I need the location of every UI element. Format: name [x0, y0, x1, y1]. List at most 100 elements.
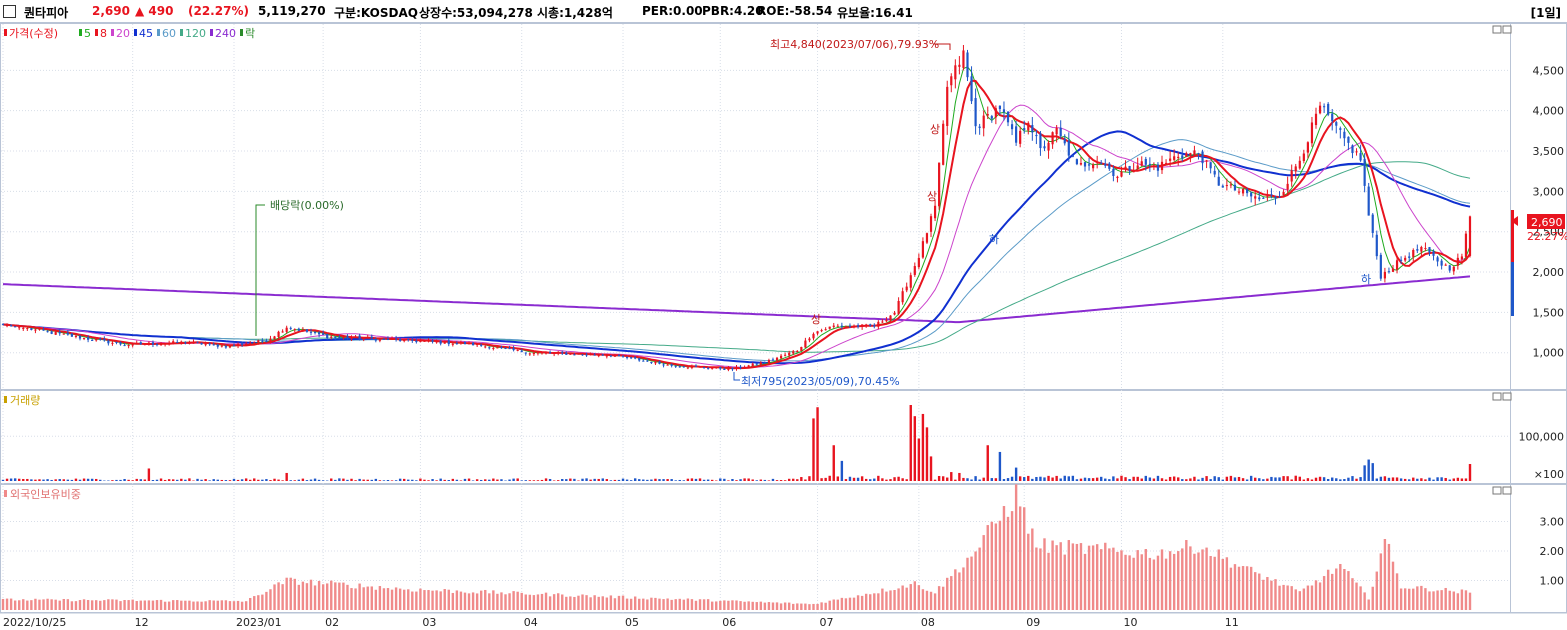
foreign-bar	[994, 523, 998, 610]
volume-bar	[46, 479, 49, 481]
candle-body	[848, 325, 852, 327]
market-cap: 시총:1,428억	[537, 6, 613, 20]
candle-body	[415, 340, 418, 343]
candle-body	[1420, 246, 1423, 252]
stock-name[interactable]: 퀀타피아	[24, 6, 69, 20]
candle-body	[411, 339, 414, 341]
volume-bar	[1083, 477, 1087, 481]
foreign-bar	[743, 601, 746, 610]
candle-body	[893, 312, 896, 315]
candle-body	[1201, 151, 1204, 164]
foreign-bar	[1266, 577, 1269, 610]
candle-body	[245, 343, 248, 346]
volume-bar	[848, 476, 852, 481]
candle-body	[261, 340, 264, 342]
period-selector[interactable]: [1일]	[1530, 6, 1561, 20]
volume-bar	[228, 480, 232, 481]
volume-bar	[398, 478, 402, 481]
candle-body	[480, 344, 483, 346]
foreign-bar	[5, 598, 9, 610]
foreign-bar	[873, 593, 876, 610]
candle-body	[1197, 153, 1200, 155]
candle-body	[313, 331, 317, 333]
high-annotation: 최고4,840(2023/07/06),79.93%	[770, 38, 939, 51]
foreign-bar	[832, 599, 835, 610]
foreign-bar	[897, 588, 900, 610]
candle-body	[1071, 155, 1074, 157]
select-checkbox[interactable]	[3, 5, 16, 18]
date-tick-label: 08	[921, 616, 935, 629]
candle-body	[1075, 159, 1079, 165]
foreign-bar	[605, 597, 609, 610]
price-change-pct: (22.27%)	[188, 4, 249, 18]
volume-bar	[658, 479, 661, 481]
candle-body	[66, 332, 69, 335]
volume-bar	[1464, 478, 1468, 481]
foreign-bar	[678, 598, 681, 610]
foreign-bar	[277, 582, 280, 610]
legend-label: 가격(수정)	[9, 27, 58, 40]
candle-body	[1440, 260, 1443, 266]
candle-body	[901, 291, 904, 303]
volume-bar	[1055, 475, 1058, 481]
volume-bar	[950, 472, 953, 481]
volume-bar	[743, 478, 746, 481]
foreign-bar	[82, 599, 86, 610]
foreign-bar	[1355, 582, 1358, 610]
reserve-ratio: 유보율:16.41	[837, 6, 913, 20]
volume-bar	[970, 479, 973, 481]
volume-bar	[520, 480, 523, 481]
candle-body	[1347, 136, 1350, 143]
foreign-bar	[1408, 588, 1411, 610]
foreign-bar	[804, 603, 807, 610]
volume-bar	[901, 478, 904, 481]
price-panel-buttons[interactable]	[1492, 25, 1512, 34]
candle-body	[504, 347, 507, 349]
candle-body	[1432, 251, 1435, 256]
volume-bar	[844, 479, 848, 481]
volume-panel-buttons[interactable]	[1492, 392, 1512, 401]
candle-body	[74, 335, 78, 337]
foreign-bar	[172, 600, 175, 610]
candle-body	[277, 331, 280, 337]
volume-bar	[885, 479, 888, 481]
candle-body	[946, 86, 949, 126]
foreign-bar	[301, 581, 305, 610]
candle-body	[26, 328, 29, 330]
foreign-bar	[1205, 547, 1208, 610]
volume-bar	[1043, 477, 1046, 481]
volume-bar	[650, 479, 653, 481]
shares-listed: 상장수:53,094,278	[419, 6, 533, 20]
candle-body	[1205, 160, 1208, 162]
candle-body	[682, 366, 685, 368]
foreign-bar	[796, 603, 799, 610]
volume-bar	[394, 480, 398, 481]
foreign-bar	[471, 592, 475, 610]
foreign-panel-buttons[interactable]	[1492, 486, 1512, 495]
volume-bar	[423, 479, 426, 481]
candle-body	[1120, 171, 1123, 177]
candle-body	[1047, 142, 1050, 151]
foreign-bar	[362, 587, 365, 610]
candle-body	[698, 366, 702, 368]
volume-bar	[330, 478, 333, 481]
foreign-bar	[1177, 551, 1180, 610]
foreign-bar	[1468, 592, 1472, 610]
candle-body	[427, 340, 430, 342]
foreign-bar	[62, 598, 65, 610]
foreign-bar	[38, 599, 41, 610]
volume-bar	[42, 479, 45, 481]
foreign-bar	[1039, 548, 1042, 610]
volume-bar	[1217, 477, 1220, 481]
foreign-bar	[1314, 580, 1318, 610]
candle-body	[204, 344, 207, 346]
volume-bar	[670, 479, 673, 481]
limit-down-marker: 하	[989, 232, 999, 246]
volume-bar	[990, 478, 994, 481]
foreign-bar	[228, 601, 232, 610]
foreign-bar	[783, 602, 787, 610]
candle-body	[877, 321, 880, 327]
candle-body	[70, 333, 73, 337]
candle-body	[1229, 184, 1233, 186]
